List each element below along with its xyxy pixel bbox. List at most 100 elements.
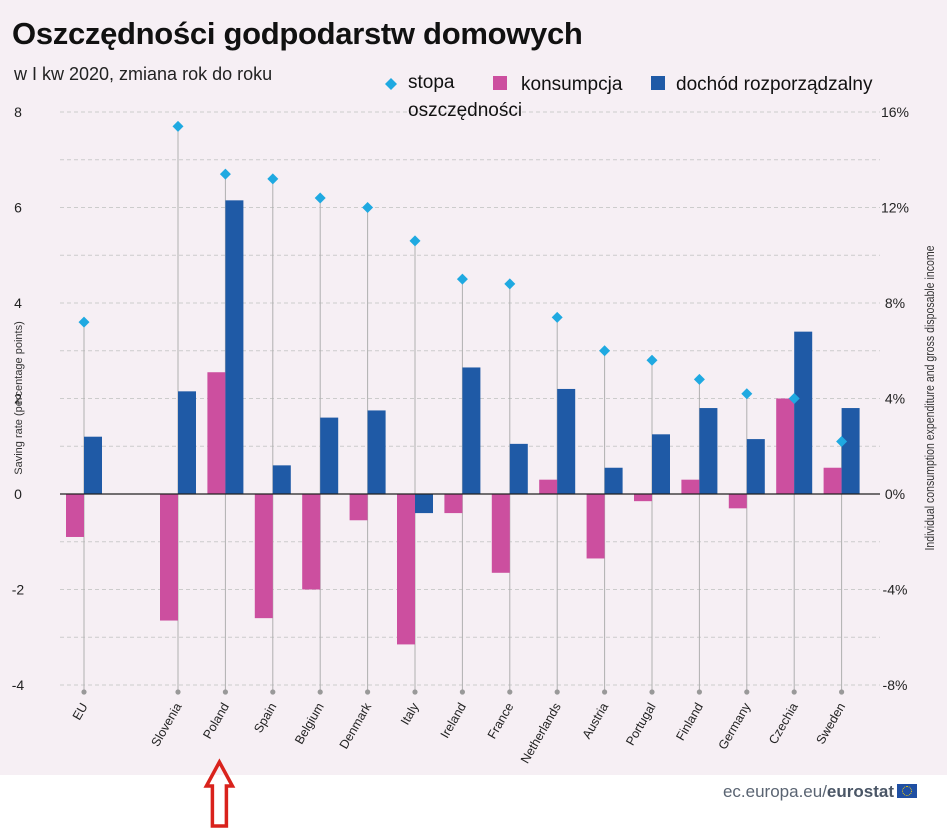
left-axis-tick: -2 — [12, 582, 25, 598]
consumption-bar — [444, 494, 463, 514]
category-label: Portugal — [623, 701, 658, 748]
footer-brand: eurostat — [826, 782, 894, 801]
category-label: Austria — [580, 700, 612, 741]
footer-site: ec.europa.eu/ — [722, 782, 827, 801]
income-bar — [320, 417, 339, 494]
category-label: Spain — [251, 700, 279, 735]
legend-saving-label-line2: oszczędności — [408, 100, 523, 121]
income-bar — [652, 434, 670, 494]
category-tick — [222, 689, 228, 695]
highlight-arrow-icon — [203, 758, 236, 828]
category-label: EU — [70, 701, 91, 723]
category-tick — [696, 689, 703, 695]
saving-point — [788, 393, 800, 404]
left-axis-title: Saving rate (percentage points) — [13, 321, 25, 474]
consumption-bar — [66, 494, 84, 537]
category-label: Belgium — [292, 701, 327, 747]
right-axis-tick: 12% — [881, 200, 909, 216]
footer-credit: ec.europa.eu/eurostat — [723, 782, 917, 802]
category-tick — [791, 689, 797, 695]
income-bar — [178, 391, 196, 494]
consumption-bar — [349, 494, 368, 521]
income-bar — [272, 465, 291, 494]
consumption-bar — [776, 398, 795, 494]
consumption-bar — [681, 479, 700, 494]
income-bar — [84, 436, 102, 494]
saving-point — [599, 345, 611, 357]
saving-point — [219, 168, 231, 180]
legend-income-marker — [651, 76, 665, 90]
consumption-bar — [634, 494, 652, 502]
chart-subtitle: w I kw 2020, zmiana rok do roku — [14, 64, 273, 84]
income-bar — [841, 408, 860, 494]
left-axis-tick: 2 — [14, 391, 22, 407]
category-tick — [507, 689, 513, 695]
consumption-bar — [728, 494, 747, 509]
category-label: Italy — [398, 700, 422, 728]
consumption-bar — [397, 494, 415, 645]
right-axis-tick: 8% — [885, 295, 905, 311]
income-bar — [225, 200, 244, 494]
income-bar — [367, 410, 386, 494]
saving-point — [504, 278, 516, 290]
legend-consumption-marker — [493, 76, 507, 90]
category-label: Czechia — [766, 700, 801, 746]
consumption-bar — [207, 372, 226, 494]
income-bar — [604, 467, 623, 494]
saving-point — [646, 354, 658, 366]
saving-point — [314, 192, 326, 204]
right-axis-tick: -4% — [883, 582, 908, 598]
consumption-bar — [160, 494, 178, 621]
right-axis-tick: -8% — [883, 677, 908, 693]
category-label: Poland — [200, 700, 232, 741]
income-bar — [746, 439, 765, 494]
category-label: Sweden — [813, 700, 848, 746]
legend-income-label: dochód rozporządzalny — [676, 74, 873, 95]
consumption-bar — [491, 494, 510, 573]
left-axis-tick: 4 — [14, 295, 22, 311]
chart-title: Oszczędności godpodarstw domowych — [12, 16, 583, 51]
left-axis-tick: 0 — [14, 486, 22, 502]
saving-point — [693, 373, 705, 385]
consumption-bar — [254, 494, 273, 619]
income-bar — [415, 494, 433, 514]
category-label: Germany — [716, 700, 754, 752]
saving-point — [362, 202, 374, 213]
category-label: France — [485, 700, 517, 741]
category-tick — [175, 689, 181, 695]
legend-consumption-label: konsumpcja — [521, 74, 623, 95]
left-axis-tick: 6 — [14, 200, 22, 216]
consumption-bar — [823, 467, 842, 494]
saving-point — [267, 173, 279, 185]
saving-point — [409, 235, 421, 247]
consumption-bar — [539, 479, 558, 494]
category-tick — [459, 689, 465, 695]
category-tick — [81, 689, 87, 695]
consumption-bar — [302, 494, 321, 590]
category-tick — [317, 689, 323, 695]
saving-point — [836, 435, 848, 447]
category-label: Netherlands — [518, 701, 564, 766]
legend-saving-marker — [385, 78, 397, 90]
category-tick — [270, 689, 276, 695]
income-bar — [699, 408, 718, 494]
left-axis-tick: -4 — [12, 677, 25, 693]
saving-point — [172, 120, 184, 132]
category-label: Denmark — [337, 700, 375, 752]
saving-point — [741, 388, 753, 400]
category-tick — [602, 689, 608, 695]
category-tick — [365, 689, 371, 695]
left-axis-tick: 8 — [14, 104, 22, 120]
category-tick — [839, 689, 845, 695]
right-axis-tick: 4% — [885, 391, 905, 407]
category-label: Slovenia — [148, 700, 184, 749]
saving-point — [551, 311, 563, 323]
category-tick — [554, 689, 560, 695]
category-tick — [649, 689, 655, 695]
income-bar — [794, 331, 813, 494]
category-tick — [744, 689, 750, 695]
right-axis-title: Individual consumption expenditure and g… — [923, 245, 937, 550]
category-tick — [412, 689, 418, 695]
right-axis-tick: 0% — [885, 486, 905, 502]
